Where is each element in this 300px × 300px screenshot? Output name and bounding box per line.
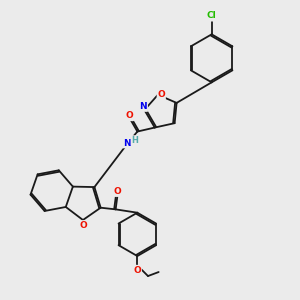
- Text: H: H: [131, 136, 138, 145]
- Text: O: O: [134, 266, 141, 274]
- Text: Cl: Cl: [207, 11, 217, 20]
- Text: O: O: [113, 187, 121, 196]
- Text: N: N: [123, 139, 130, 148]
- Text: O: O: [79, 221, 87, 230]
- Text: N: N: [140, 102, 147, 111]
- Text: O: O: [125, 111, 133, 120]
- Text: O: O: [158, 90, 165, 99]
